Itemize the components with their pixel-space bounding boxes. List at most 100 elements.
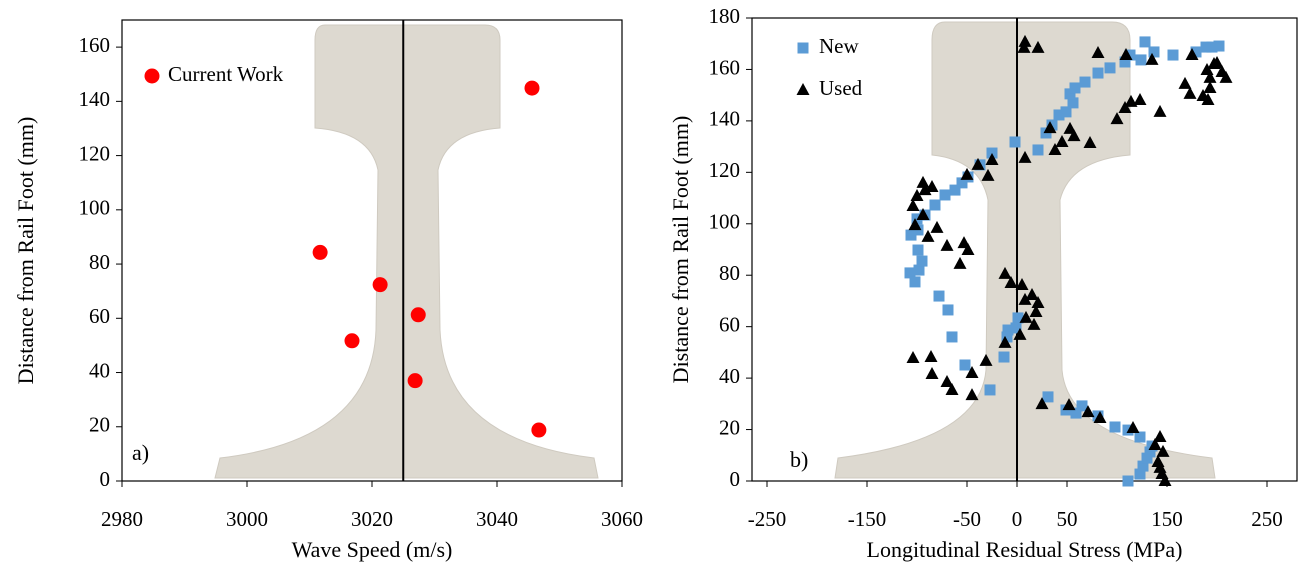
y-tick-label: 100	[79, 196, 111, 220]
point	[1213, 40, 1225, 52]
point	[956, 177, 968, 189]
point	[904, 267, 916, 279]
x-tick-label: 2980	[101, 507, 143, 531]
point	[1110, 112, 1124, 125]
point	[1141, 452, 1153, 464]
point	[1153, 430, 1167, 443]
point	[981, 168, 995, 181]
point	[1032, 144, 1044, 156]
point	[1122, 424, 1134, 436]
point	[410, 307, 426, 323]
point	[960, 167, 974, 180]
point	[1043, 121, 1057, 134]
legend-marker	[144, 68, 160, 84]
point	[945, 382, 959, 395]
point	[372, 277, 388, 293]
point	[1064, 88, 1076, 100]
x-tick-label: -250	[748, 507, 787, 531]
point	[961, 243, 975, 256]
y-tick-label: 60	[89, 304, 110, 328]
point	[1015, 277, 1029, 290]
y-tick-label: 20	[89, 413, 110, 437]
y-tick-label: 140	[709, 107, 741, 131]
point	[940, 374, 954, 387]
point	[1148, 46, 1160, 58]
point	[918, 183, 932, 196]
point	[1190, 46, 1202, 58]
y-tick-label: 80	[719, 261, 740, 285]
point	[1119, 48, 1133, 61]
point	[925, 179, 939, 192]
point	[925, 366, 939, 379]
point	[979, 353, 993, 366]
point	[909, 276, 921, 288]
legend-label: New	[819, 34, 859, 58]
point	[959, 359, 971, 371]
point	[1067, 129, 1081, 142]
point	[1206, 41, 1218, 53]
point	[344, 333, 360, 349]
point	[1004, 275, 1018, 288]
point	[1079, 76, 1091, 88]
point	[1185, 48, 1199, 61]
point	[1135, 54, 1147, 66]
point	[916, 255, 928, 267]
y-tick-label: 120	[79, 141, 111, 165]
y-tick-label: 40	[89, 358, 110, 382]
point	[971, 157, 985, 170]
point	[1124, 49, 1136, 61]
point	[1019, 310, 1033, 323]
y-tick-label: 160	[709, 55, 741, 79]
plot-frame	[751, 17, 1298, 482]
point	[1029, 305, 1043, 318]
point	[1018, 34, 1032, 47]
point	[998, 335, 1012, 348]
point	[942, 304, 954, 316]
point	[1069, 82, 1081, 94]
point	[407, 373, 423, 389]
legend-label: Current Work	[168, 62, 284, 86]
point	[1031, 296, 1045, 309]
x-tick-label: 3060	[601, 507, 643, 531]
y-tick-label: 80	[89, 250, 110, 274]
point	[1081, 405, 1095, 418]
rail-a	[214, 24, 599, 479]
point	[953, 256, 967, 269]
point	[1053, 109, 1065, 121]
point	[1012, 312, 1024, 324]
point	[531, 422, 547, 438]
point	[312, 244, 328, 260]
y-tick-label: 0	[730, 467, 741, 491]
point	[946, 331, 958, 343]
point	[1119, 56, 1131, 68]
point	[1118, 101, 1132, 114]
point	[1062, 398, 1076, 411]
point	[1091, 45, 1105, 58]
point	[1055, 134, 1069, 147]
point	[1076, 400, 1088, 412]
x-tick-label: -50	[953, 507, 981, 531]
point	[930, 220, 944, 233]
x-tick-label: 3040	[476, 507, 518, 531]
x-tick-label: 3020	[351, 507, 393, 531]
point	[1031, 40, 1045, 53]
point	[1002, 324, 1014, 336]
rail-b	[834, 21, 1216, 479]
point	[1148, 437, 1162, 450]
point	[1013, 327, 1027, 340]
panel-label: b)	[790, 447, 808, 472]
point	[1151, 454, 1165, 467]
point	[1001, 331, 1013, 343]
point	[984, 384, 996, 396]
point	[905, 229, 917, 241]
point	[1144, 446, 1156, 458]
point	[1070, 407, 1082, 419]
legend-label: Used	[819, 76, 863, 100]
point	[949, 184, 961, 196]
x-tick-label: 3000	[226, 507, 268, 531]
y-tick-label: 0	[100, 467, 111, 491]
point	[1009, 136, 1021, 148]
y-tick-label: 100	[709, 210, 741, 234]
panel-label: a)	[132, 440, 149, 465]
